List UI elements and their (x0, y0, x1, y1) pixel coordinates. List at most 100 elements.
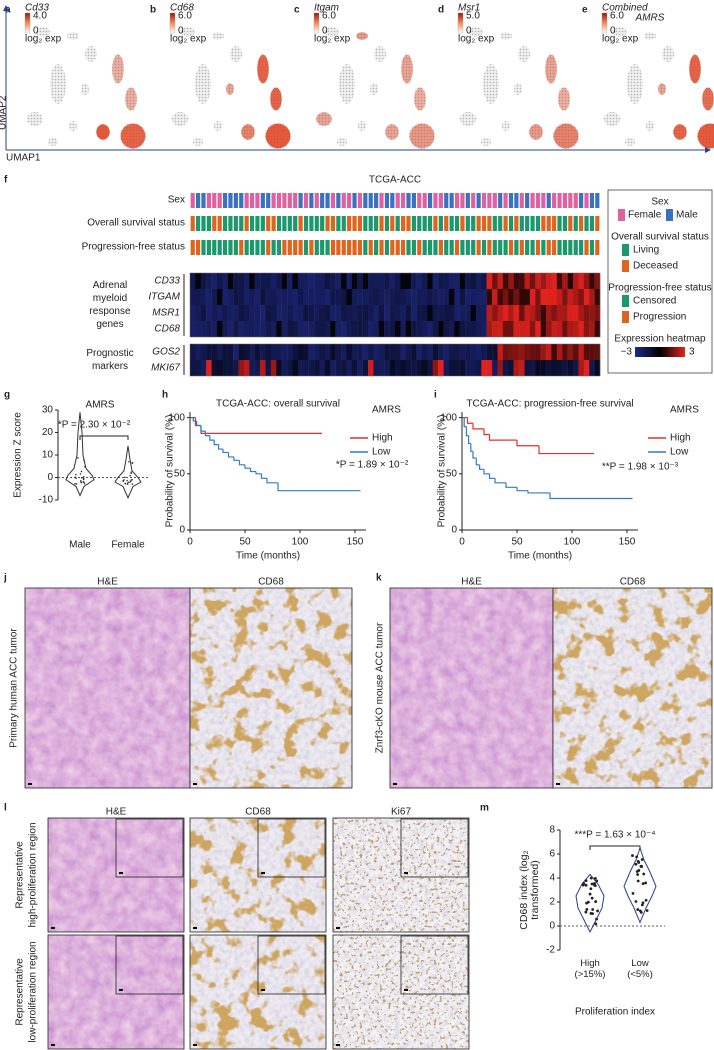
violin-point (644, 898, 648, 902)
heatmap-cell (368, 273, 374, 289)
annotation-cell (384, 216, 390, 231)
annotation-cell (222, 216, 228, 231)
annotation-cell (206, 240, 211, 255)
annotation-cell (201, 240, 206, 255)
annotation-cell (454, 193, 460, 208)
x-tick-label: Low (<5%) (627, 958, 653, 980)
umap-cluster (644, 32, 656, 40)
heatmap-cell (211, 289, 218, 305)
heatmap-cell (475, 360, 482, 376)
heatmap-cell (330, 360, 336, 376)
heatmap-cell (432, 321, 439, 337)
umap-expression (257, 54, 269, 84)
violin-point (634, 862, 638, 866)
legend-min: 0 (33, 26, 39, 37)
heatmap-cell (287, 289, 293, 305)
heatmap-cell (529, 273, 536, 289)
heatmap-cell (238, 273, 245, 289)
y-tick-label: 2 (549, 897, 555, 908)
annotation-cell (325, 240, 330, 255)
heatmap-cell (270, 360, 277, 376)
annotation-cell (519, 216, 524, 231)
violin-point (75, 477, 77, 480)
annotation-cell (562, 193, 568, 208)
heatmap-cell (508, 305, 514, 321)
heatmap-cell (233, 344, 239, 360)
heatmap-cell (297, 344, 304, 360)
annotation-cell (552, 193, 557, 208)
heatmap-cell (346, 360, 353, 376)
annotation-cell (508, 240, 514, 255)
heatmap-cell (529, 360, 536, 376)
annotation-cell (363, 216, 368, 231)
heatmap-cell (578, 289, 585, 305)
heatmap-cell (529, 289, 536, 305)
heatmap-cell (233, 273, 239, 289)
heatmap-cell (492, 344, 498, 360)
heatmap-cell (562, 289, 568, 305)
scale-bar (193, 927, 197, 929)
heatmap-cell (540, 344, 547, 360)
heatmap-cell (448, 273, 455, 289)
heatmap-cell (384, 305, 390, 321)
heatmap-cell (265, 305, 272, 321)
heatmap-cell (459, 360, 466, 376)
survival-step (238, 460, 245, 466)
row-label: Progression-free status (82, 242, 185, 253)
color-bar (601, 12, 608, 34)
annotation-cell (395, 193, 400, 208)
legend-max: 6.0 (610, 11, 624, 22)
heatmap-cell (297, 305, 304, 321)
heatmap-cell (475, 344, 482, 360)
heatmap-cell (335, 273, 342, 289)
heatmap-cell (216, 273, 223, 289)
heatmap-cell (314, 360, 320, 376)
micrograph-border (257, 818, 326, 878)
heatmap-cell (551, 360, 558, 376)
heatmap-cell (200, 360, 207, 376)
violin-point (584, 883, 588, 887)
x-tick-label: 0 (459, 537, 465, 548)
annotation-cell (449, 240, 454, 255)
heatmap-cell (497, 273, 504, 289)
annotation-cell (433, 240, 438, 255)
annotation-cell (546, 193, 551, 208)
heatmap-cell (470, 273, 477, 289)
panel-letter: g (4, 390, 10, 401)
heatmap-cell (405, 273, 412, 289)
micrograph-border (332, 817, 470, 933)
annotation-cell (417, 240, 422, 255)
heatmap-cell (346, 321, 353, 337)
umap-cluster (212, 32, 224, 40)
heatmap-cell (519, 289, 525, 305)
heatmap-cell (502, 305, 509, 321)
heatmap-cell (475, 305, 482, 321)
heatmap-cell (324, 273, 331, 289)
violin-point (585, 908, 589, 911)
violin-point (641, 901, 645, 905)
annotation-cell (303, 193, 309, 208)
annotation-cell (217, 193, 222, 208)
heatmap-cell (573, 360, 579, 376)
annotation-cell (427, 193, 433, 208)
heatmap-cell (395, 360, 401, 376)
side-label: Primary human ACC tumor (9, 628, 20, 748)
annotation-cell (487, 240, 492, 255)
annotation-cell (465, 240, 470, 255)
annotation-cell (427, 240, 433, 255)
heatmap-cell (513, 344, 520, 360)
heatmap-cell (362, 305, 369, 321)
umap-expression (673, 124, 687, 140)
violin-point (590, 896, 594, 900)
heatmap-cell (438, 289, 444, 305)
annotation-cell (303, 240, 309, 255)
legend-label: High (670, 433, 691, 444)
violin-point (645, 909, 649, 912)
heatmap-cell (578, 360, 585, 376)
micrograph-border (47, 817, 185, 933)
heatmap-cell (211, 321, 218, 337)
heatmap-cell (497, 289, 504, 305)
heatmap-cell (281, 321, 288, 337)
annotation-cell (508, 193, 514, 208)
heatmap-cell (233, 360, 239, 376)
